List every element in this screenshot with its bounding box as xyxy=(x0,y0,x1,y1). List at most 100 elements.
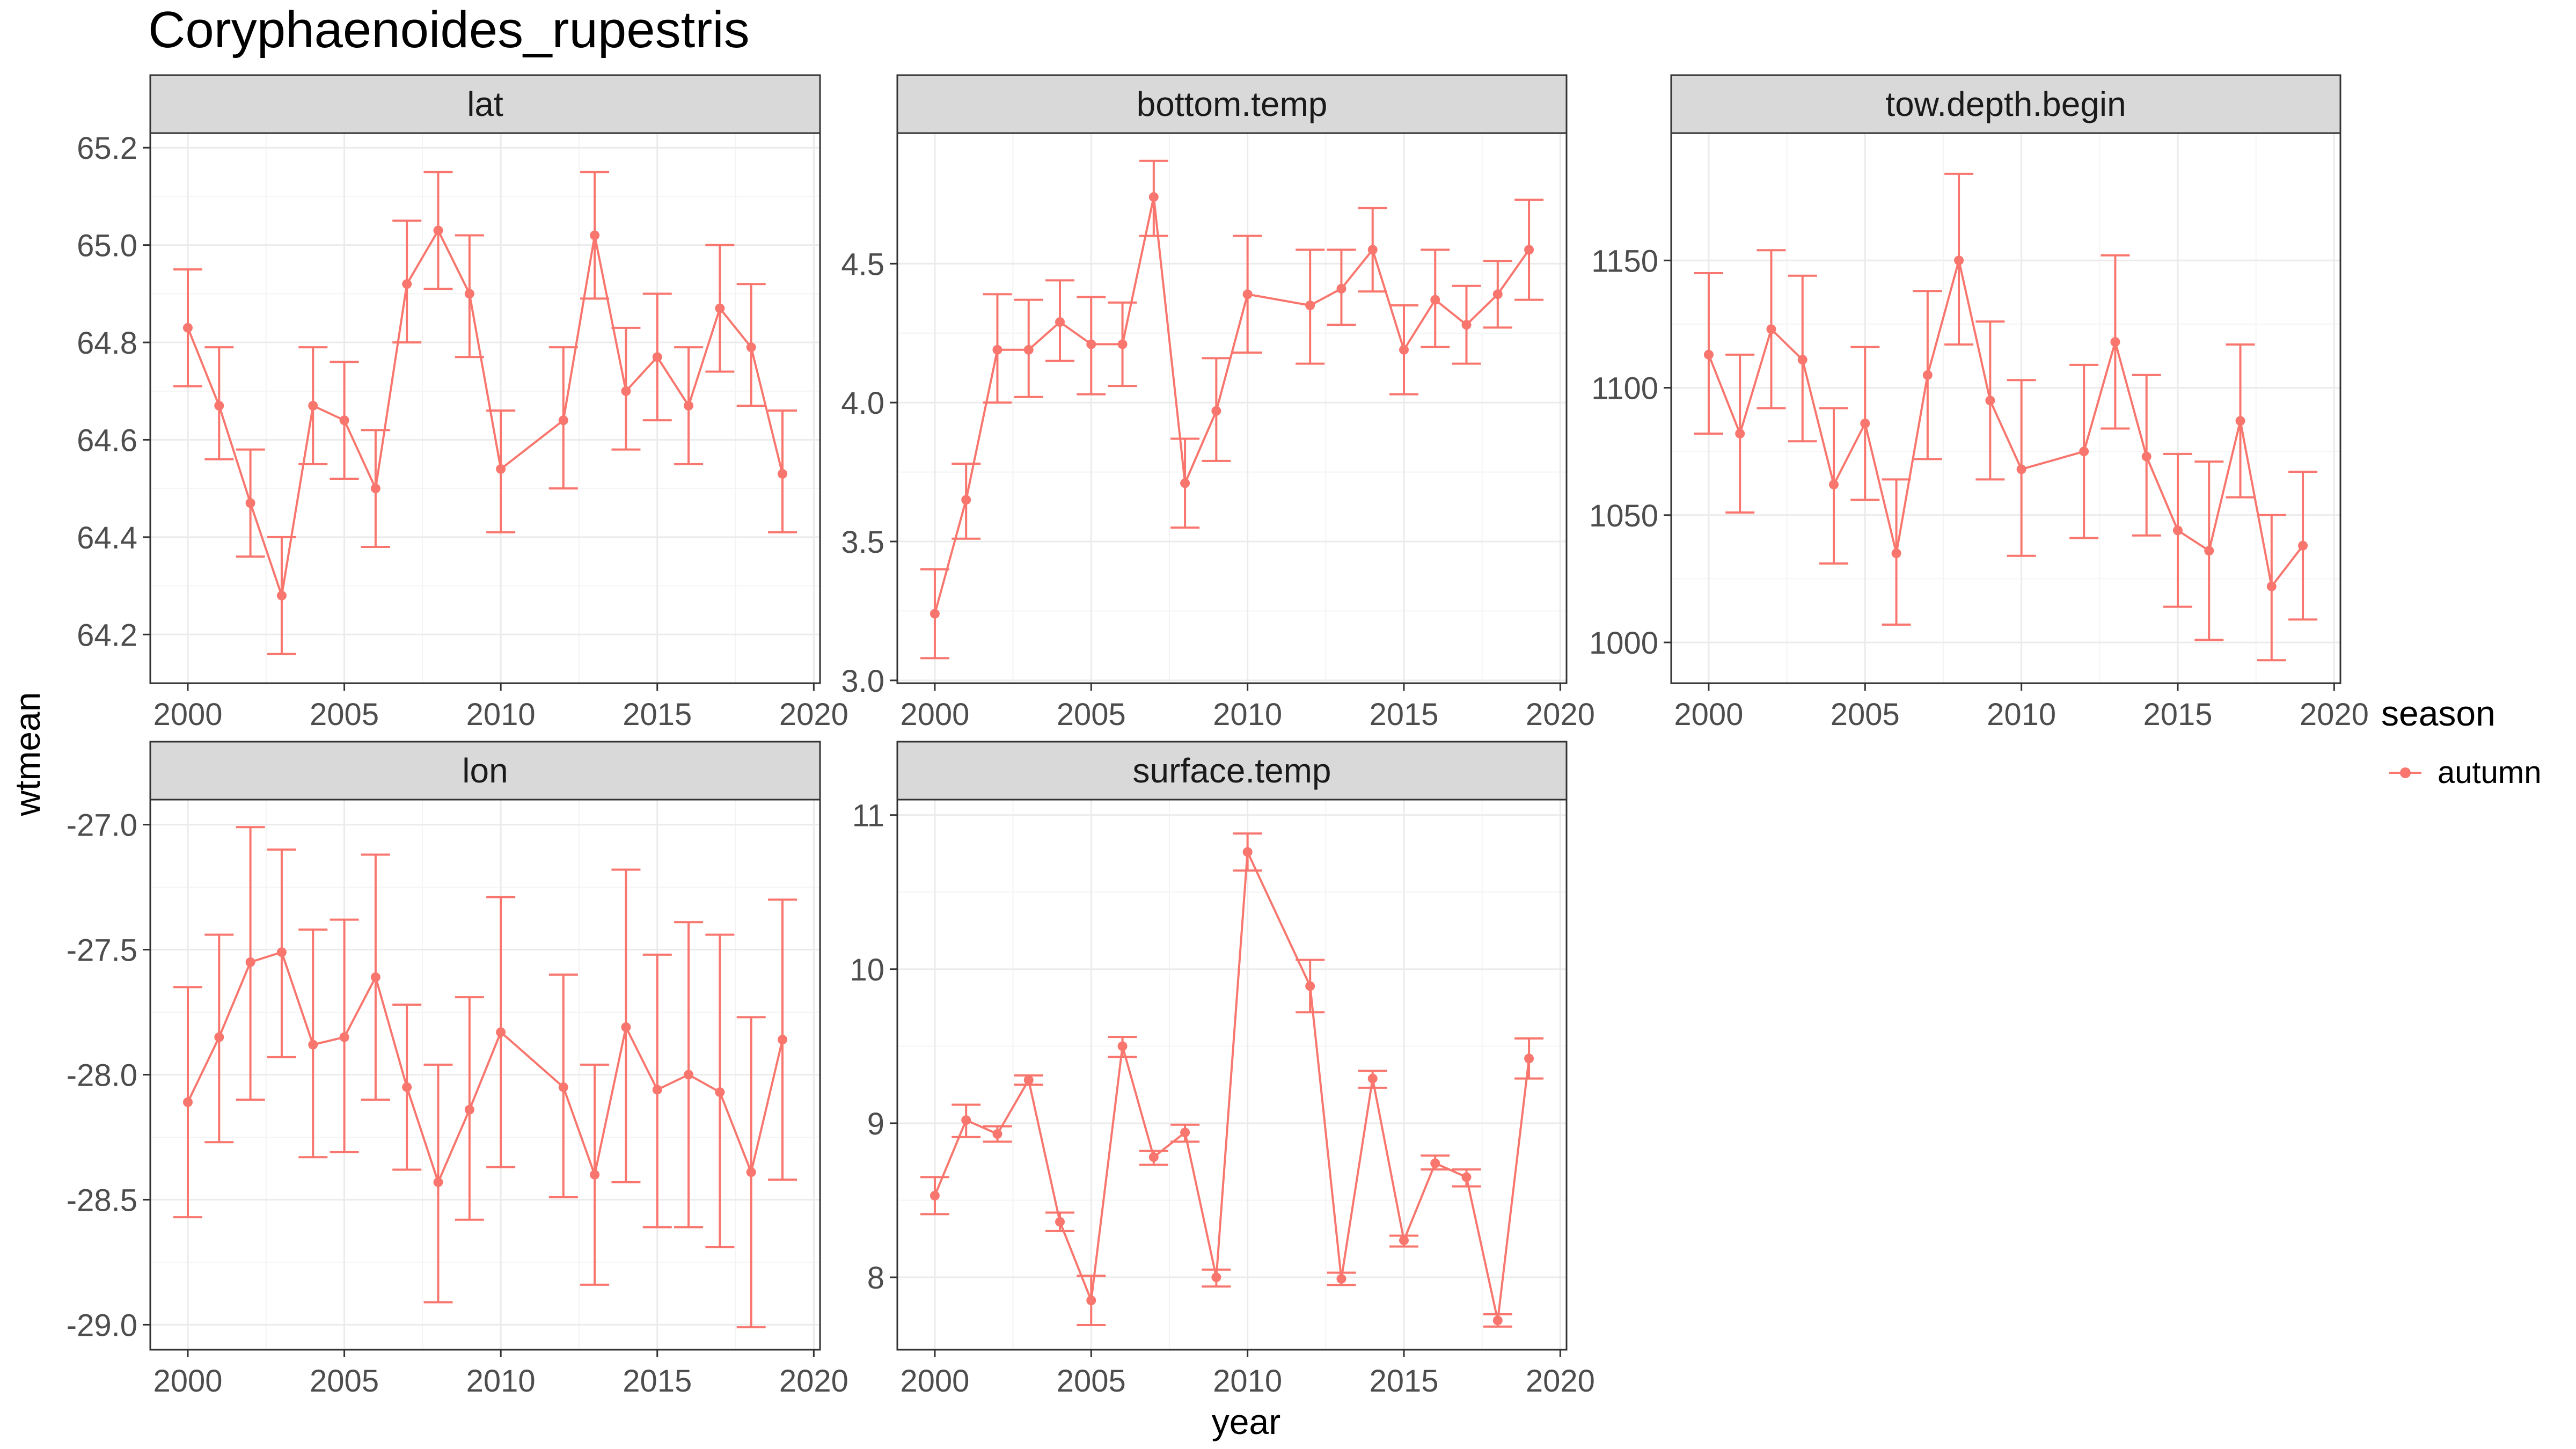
data-point xyxy=(2110,337,2120,347)
chart-title: Coryphaenoides_rupestris xyxy=(148,1,750,58)
data-point xyxy=(1211,406,1221,416)
data-point xyxy=(214,400,224,411)
data-point xyxy=(1492,289,1503,299)
data-point xyxy=(590,230,600,240)
legend-key-marker xyxy=(2400,767,2411,778)
data-point xyxy=(961,495,971,505)
data-point xyxy=(433,1177,443,1187)
panel-lat: lat 64.2 64.4 64.6 64.8 65.0 65.2 2000 2005 2010 2… xyxy=(77,74,848,732)
x-tick-label: 2020 xyxy=(2300,697,2369,732)
y-tick-label: 11 xyxy=(852,799,884,833)
data-point xyxy=(1985,396,1995,406)
data-point xyxy=(1086,339,1096,349)
panel-lon: lon -29.0 -28.5 -28.0 -27.5 -27.0 2000 2005 2010… xyxy=(67,741,848,1399)
panel-background xyxy=(897,133,1567,683)
data-point xyxy=(402,279,412,289)
panel-surface-temp: surface.temp 8 9 10 11 2000 2005 2010 2015 2020 xyxy=(850,741,1595,1399)
data-point xyxy=(1086,1296,1096,1306)
data-point xyxy=(1860,418,1870,428)
data-point xyxy=(464,289,474,299)
x-tick-label: 2000 xyxy=(900,697,969,732)
data-point xyxy=(1735,428,1745,438)
x-tick-label: 2005 xyxy=(1057,1364,1126,1399)
data-point xyxy=(590,1169,600,1180)
legend-title: season xyxy=(2381,693,2496,733)
data-point xyxy=(1055,1217,1065,1227)
data-point xyxy=(2266,581,2277,591)
data-point xyxy=(308,400,318,411)
data-point xyxy=(1797,355,1807,365)
data-point xyxy=(214,1032,224,1042)
data-point xyxy=(746,342,756,353)
data-point xyxy=(558,1082,568,1092)
y-tick-label: 1000 xyxy=(1589,626,1658,661)
data-point xyxy=(1922,370,1933,380)
data-point xyxy=(652,352,662,362)
data-point xyxy=(684,1070,694,1080)
x-tick-label: 2010 xyxy=(466,1364,536,1399)
data-point xyxy=(182,323,193,333)
data-point xyxy=(930,1190,940,1201)
data-point xyxy=(1242,289,1253,299)
y-tick-label: 1150 xyxy=(1591,244,1658,279)
data-point xyxy=(402,1082,412,1092)
y-tick-label: 4.5 xyxy=(841,247,884,282)
y-tick-label: 4.0 xyxy=(841,386,884,421)
data-point xyxy=(1211,1272,1221,1283)
legend: season autumn xyxy=(2381,693,2541,790)
data-point xyxy=(1399,345,1409,355)
data-point xyxy=(961,1115,971,1125)
y-tick-label: 9 xyxy=(867,1107,884,1141)
y-tick-label: 10 xyxy=(850,953,884,987)
data-point xyxy=(1180,1128,1190,1138)
data-point xyxy=(276,947,287,957)
data-point xyxy=(433,225,443,236)
y-tick-label: 64.2 xyxy=(77,618,137,653)
x-tick-label: 2020 xyxy=(779,697,848,732)
panel-border xyxy=(896,799,1568,1351)
data-point xyxy=(464,1104,474,1115)
panel-background xyxy=(150,133,820,683)
data-point xyxy=(245,498,255,508)
facet-strip-label: lon xyxy=(462,751,508,790)
x-tick-label: 2000 xyxy=(1674,697,1743,732)
data-point xyxy=(746,1167,756,1177)
x-tick-label: 2015 xyxy=(2143,697,2212,732)
data-point xyxy=(2172,525,2183,536)
x-tick-label: 2010 xyxy=(1213,697,1282,732)
panel-border xyxy=(149,132,821,684)
data-point xyxy=(245,957,255,967)
legend-entry-autumn: autumn xyxy=(2438,755,2541,790)
data-point xyxy=(2141,451,2151,462)
data-point xyxy=(558,415,568,426)
y-tick-label: 8 xyxy=(867,1261,884,1296)
x-tick-label: 2005 xyxy=(310,1364,379,1399)
data-point xyxy=(2298,540,2308,551)
y-tick-label: 1050 xyxy=(1589,499,1658,533)
data-point xyxy=(992,1129,1002,1139)
facet-strip xyxy=(1670,74,2341,134)
facet-strip-label: bottom.temp xyxy=(1137,85,1328,123)
y-tick-label: 3.5 xyxy=(841,525,884,560)
facet-strip xyxy=(896,74,1568,134)
facet-panels: lat 64.2 64.4 64.6 64.8 65.0 65.2 2000 2005 2010 2… xyxy=(67,74,2369,1399)
data-point xyxy=(1336,1274,1346,1284)
data-point xyxy=(276,590,287,601)
data-point xyxy=(1305,300,1315,310)
data-point xyxy=(1367,245,1378,255)
y-tick-label: 1100 xyxy=(1591,371,1658,406)
data-point xyxy=(1492,1315,1503,1326)
panel-tow-depth-begin: tow.depth.begin 1000 1050 1100 1150 2000 2005 2… xyxy=(1589,74,2369,732)
data-point xyxy=(370,972,380,982)
data-point xyxy=(1430,295,1440,305)
y-tick-label: -27.0 xyxy=(67,808,137,843)
x-tick-label: 2015 xyxy=(623,1364,692,1399)
data-point xyxy=(1891,548,1901,558)
data-point xyxy=(1180,478,1190,488)
y-tick-label: -28.0 xyxy=(67,1058,137,1093)
x-axis-label: year xyxy=(1212,1402,1280,1441)
data-point xyxy=(2016,464,2026,474)
data-point xyxy=(308,1040,318,1050)
data-point xyxy=(2079,447,2089,457)
